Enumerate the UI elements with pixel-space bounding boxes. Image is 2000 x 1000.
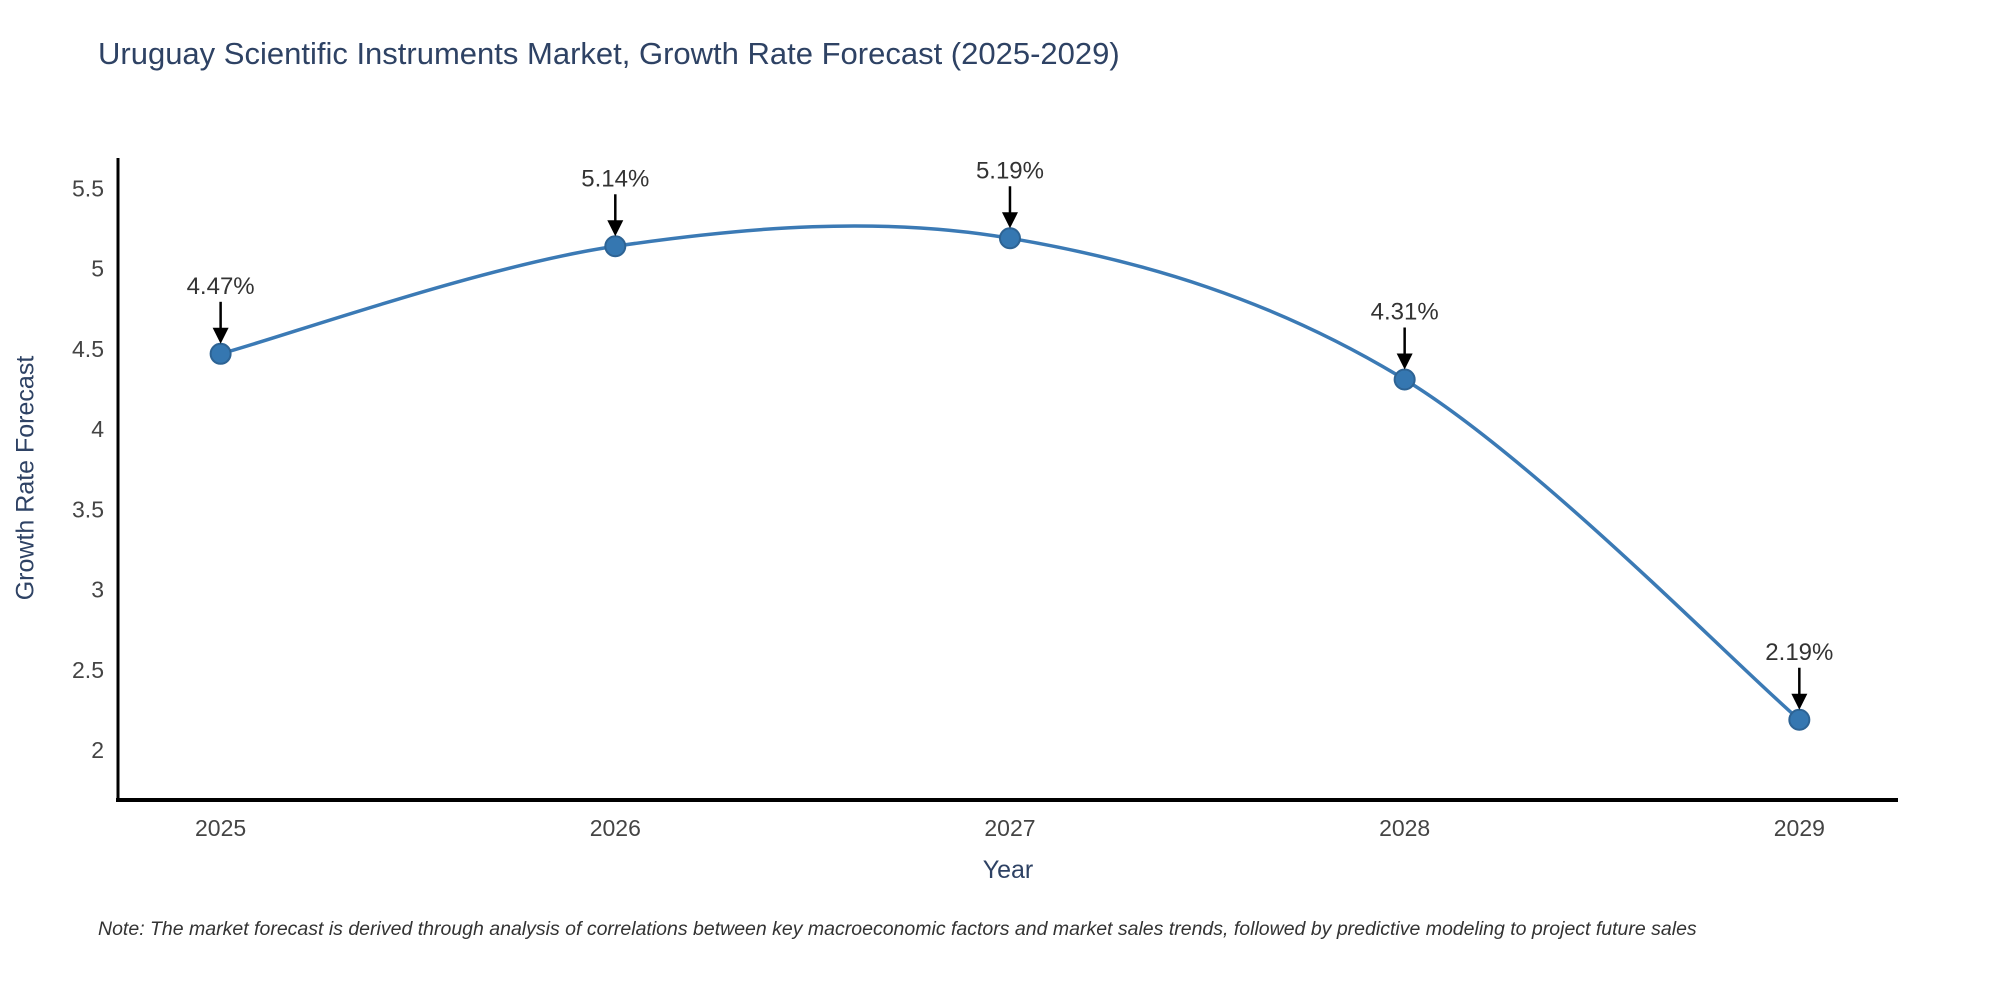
y-tick-label: 4 — [91, 416, 104, 442]
annotation-arrowhead — [607, 220, 624, 237]
x-axis-title: Year — [982, 856, 1034, 884]
x-tick-label: 2028 — [1379, 815, 1430, 841]
annotation-label: 4.31% — [1371, 298, 1439, 325]
y-tick-label: 3 — [91, 577, 104, 603]
series-line — [218, 224, 1802, 722]
annotation-arrowhead — [1791, 693, 1808, 710]
annotation-label: 5.19% — [976, 157, 1044, 184]
annotation-arrowhead — [1396, 353, 1413, 370]
x-tick-label: 2026 — [590, 815, 641, 841]
y-tick-label: 2.5 — [72, 657, 104, 683]
chart-title: Uruguay Scientific Instruments Market, G… — [98, 36, 1120, 71]
data-point[interactable] — [1788, 708, 1811, 731]
data-point[interactable] — [1393, 368, 1416, 391]
footnote: Note: The market forecast is derived thr… — [98, 918, 1697, 940]
data-point[interactable] — [998, 227, 1021, 250]
annotation-label: 5.14% — [581, 165, 649, 192]
y-tick-label: 5.5 — [72, 175, 104, 201]
data-point[interactable] — [604, 235, 627, 258]
y-tick-label: 5 — [91, 256, 104, 282]
x-tick-label: 2027 — [984, 815, 1035, 841]
x-tick-label: 2029 — [1774, 815, 1825, 841]
annotation-label: 2.19% — [1765, 639, 1833, 666]
y-tick-label: 3.5 — [72, 496, 104, 522]
data-point[interactable] — [209, 342, 232, 365]
annotation-label: 4.47% — [187, 273, 255, 300]
y-tick-label: 4.5 — [72, 336, 104, 362]
annotation-arrowhead — [212, 327, 229, 344]
y-tick-label: 2 — [91, 737, 104, 763]
x-tick-label: 2025 — [195, 815, 246, 841]
annotation-arrowhead — [1001, 212, 1018, 229]
